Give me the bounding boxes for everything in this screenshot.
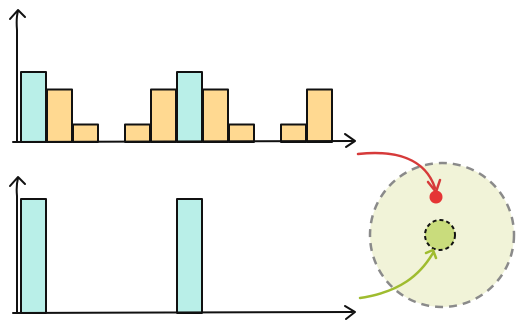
bottom-x-axis-arrowhead: [344, 305, 356, 320]
top-bar-orange-2: [72, 123, 99, 143]
bottom-bar-chart: [9, 176, 356, 320]
bottom-y-axis: [15, 177, 19, 314]
top-bar-chart: [9, 9, 356, 148]
neighborhood-illustration: [356, 151, 516, 309]
bottom-x-axis: [12, 311, 353, 314]
red-arrow: [356, 151, 437, 190]
top-bar-orange-1: [46, 88, 73, 143]
green-arrowhead: [424, 248, 438, 260]
top-bar-orange-8: [228, 123, 255, 143]
top-bar-orange-11: [306, 88, 333, 143]
bottom-bar-cyan-0: [20, 198, 47, 314]
top-y-axis: [15, 10, 19, 143]
top-bars: [20, 71, 333, 143]
bottom-bars: [20, 198, 203, 314]
green-arrow: [358, 251, 435, 300]
green-neighborhood-point: [424, 219, 456, 251]
top-bar-orange-4: [124, 123, 151, 143]
bottom-bar-cyan-6: [176, 198, 203, 314]
top-x-axis-arrowhead: [344, 133, 356, 148]
top-bar-orange-7: [202, 88, 229, 143]
top-x-axis: [12, 140, 353, 143]
top-bar-orange-10: [280, 123, 307, 143]
top-bar-orange-5: [150, 88, 177, 143]
top-bar-cyan-0: [20, 71, 47, 143]
top-bar-cyan-6: [176, 71, 203, 143]
bottom-y-axis-arrowhead: [9, 176, 26, 187]
red-query-point: [429, 190, 443, 204]
top-y-axis-arrowhead: [9, 9, 26, 20]
